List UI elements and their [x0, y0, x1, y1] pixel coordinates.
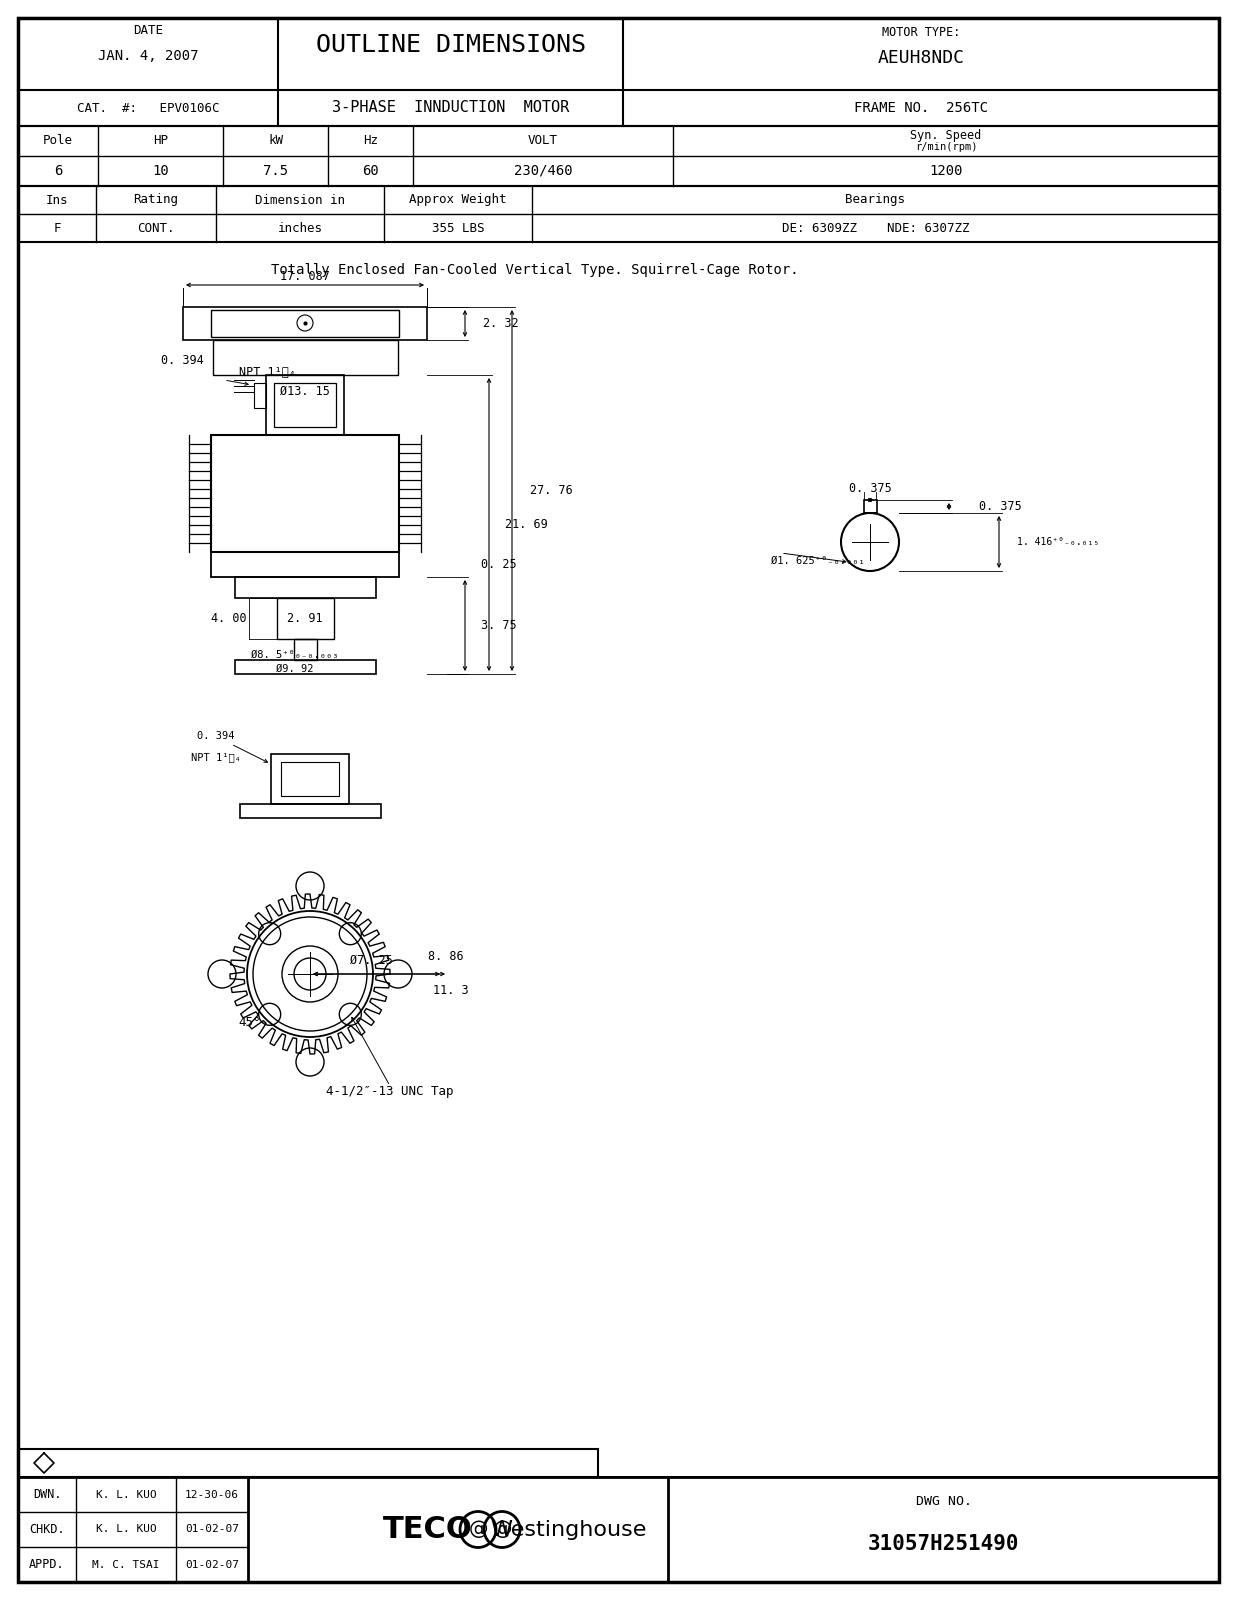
Text: K. L. KUO: K. L. KUO: [95, 1490, 156, 1499]
Bar: [19, 18, 1218, 126]
Bar: [235, 578, 376, 598]
Text: 21. 69: 21. 69: [505, 518, 548, 531]
Text: 31057H251490: 31057H251490: [867, 1533, 1019, 1554]
Text: 0. 25: 0. 25: [481, 558, 517, 571]
Text: 17. 087: 17. 087: [280, 269, 330, 283]
Text: 7.5: 7.5: [263, 165, 288, 178]
Text: NPT 1¹⁄₄: NPT 1¹⁄₄: [190, 752, 241, 762]
Bar: [277, 598, 334, 638]
Bar: [19, 186, 1218, 242]
Text: Syn. Speed: Syn. Speed: [910, 128, 982, 141]
Bar: [266, 374, 344, 435]
Text: 1200: 1200: [929, 165, 962, 178]
Bar: [19, 1477, 1218, 1582]
Text: r/min(rpm): r/min(rpm): [914, 142, 977, 152]
Text: TECO: TECO: [383, 1515, 473, 1544]
Bar: [19, 126, 1218, 186]
Text: Bearings: Bearings: [846, 194, 905, 206]
Text: DWN.: DWN.: [32, 1488, 62, 1501]
Text: CHKD.: CHKD.: [30, 1523, 64, 1536]
Bar: [19, 1450, 597, 1477]
Text: 0. 375: 0. 375: [978, 499, 1022, 514]
Text: Hz: Hz: [362, 134, 379, 147]
Text: kW: kW: [268, 134, 283, 147]
Text: CAT.  #:   EPV0106C: CAT. #: EPV0106C: [77, 101, 219, 115]
Text: Ø8. 5⁺⁰₀₋₀.₀₀₃: Ø8. 5⁺⁰₀₋₀.₀₀₃: [251, 650, 339, 659]
Text: Rating: Rating: [134, 194, 178, 206]
Text: 4. 00: 4. 00: [212, 611, 247, 626]
Bar: [271, 754, 349, 803]
Text: @: @: [492, 1520, 512, 1539]
Text: MOTOR TYPE:: MOTOR TYPE:: [882, 26, 960, 38]
Text: 3-PHASE  INNDUCTION  MOTOR: 3-PHASE INNDUCTION MOTOR: [332, 101, 569, 115]
Bar: [294, 638, 317, 659]
Bar: [183, 307, 427, 341]
Text: Approx Weight: Approx Weight: [409, 194, 507, 206]
Bar: [212, 435, 400, 552]
Text: M. C. TSAI: M. C. TSAI: [93, 1560, 160, 1570]
Text: Ø1. 625⁺⁰₋₀.₀₀₁: Ø1. 625⁺⁰₋₀.₀₀₁: [771, 557, 865, 566]
Text: 0. 375: 0. 375: [849, 482, 892, 494]
Text: 2. 91: 2. 91: [287, 611, 323, 626]
Text: JAN. 4, 2007: JAN. 4, 2007: [98, 50, 198, 62]
Text: DWG NO.: DWG NO.: [915, 1494, 971, 1507]
Text: 11. 3: 11. 3: [433, 984, 469, 997]
Bar: [235, 659, 376, 674]
Text: DATE: DATE: [134, 24, 163, 37]
Text: VOLT: VOLT: [528, 134, 558, 147]
Text: DE: 6309ZZ    NDE: 6307ZZ: DE: 6309ZZ NDE: 6307ZZ: [782, 221, 970, 235]
Text: 10: 10: [152, 165, 169, 178]
Text: 2. 32: 2. 32: [482, 317, 518, 330]
Bar: [212, 552, 400, 578]
Text: 27. 76: 27. 76: [529, 483, 573, 498]
Bar: [863, 499, 877, 514]
Text: 8. 86: 8. 86: [428, 949, 464, 963]
Text: FRAME NO.  256TC: FRAME NO. 256TC: [854, 101, 988, 115]
Text: 12-30-06: 12-30-06: [186, 1490, 239, 1499]
Text: 1. 416⁺⁰₋₀.₀₁₅: 1. 416⁺⁰₋₀.₀₁₅: [1017, 538, 1100, 547]
Text: inches: inches: [277, 221, 323, 235]
Text: 01-02-07: 01-02-07: [186, 1525, 239, 1534]
Text: Ø7. 25: Ø7. 25: [350, 954, 393, 966]
Text: 60: 60: [362, 165, 379, 178]
Text: AEUH8NDC: AEUH8NDC: [877, 50, 965, 67]
Text: 355 LBS: 355 LBS: [432, 221, 484, 235]
Text: Ø9. 92: Ø9. 92: [276, 664, 314, 674]
Text: CONT.: CONT.: [137, 221, 174, 235]
Text: HP: HP: [153, 134, 168, 147]
Text: 230/460: 230/460: [513, 165, 573, 178]
Text: 6: 6: [54, 165, 62, 178]
Text: 45°: 45°: [239, 1016, 261, 1029]
Bar: [281, 762, 339, 795]
Bar: [213, 341, 398, 374]
Text: OUTLINE DIMENSIONS: OUTLINE DIMENSIONS: [315, 32, 585, 56]
Bar: [275, 382, 336, 427]
Text: NPT 1¹⁄₄: NPT 1¹⁄₄: [239, 365, 296, 379]
Text: @: @: [469, 1520, 487, 1539]
Text: 0. 394: 0. 394: [197, 731, 235, 741]
Text: 4-1/2″-13 UNC Tap: 4-1/2″-13 UNC Tap: [327, 1085, 454, 1099]
Bar: [254, 382, 266, 408]
Text: 3. 75: 3. 75: [481, 619, 517, 632]
Bar: [240, 803, 381, 818]
Text: 01-02-07: 01-02-07: [186, 1560, 239, 1570]
Text: Westinghouse: Westinghouse: [490, 1520, 646, 1539]
Bar: [19, 242, 1218, 1477]
Text: Ø13. 15: Ø13. 15: [280, 384, 330, 397]
Text: K. L. KUO: K. L. KUO: [95, 1525, 156, 1534]
Text: 0. 394: 0. 394: [161, 354, 204, 366]
Bar: [212, 310, 400, 338]
Text: F: F: [53, 221, 61, 235]
Text: Dimension in: Dimension in: [255, 194, 345, 206]
Text: Totally Enclosed Fan-Cooled Vertical Type. Squirrel-Cage Rotor.: Totally Enclosed Fan-Cooled Vertical Typ…: [271, 262, 798, 277]
Text: APPD.: APPD.: [30, 1558, 64, 1571]
Text: Ins: Ins: [46, 194, 68, 206]
Text: Pole: Pole: [43, 134, 73, 147]
